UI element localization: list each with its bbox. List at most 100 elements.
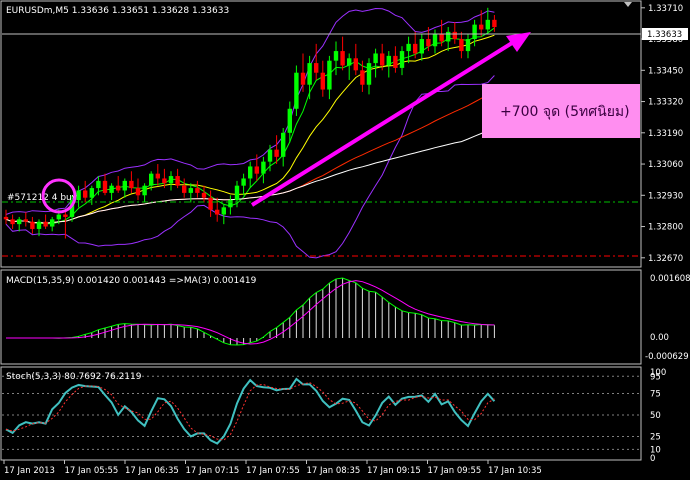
candle-body — [366, 63, 372, 85]
candle-body — [314, 63, 319, 73]
candle-body — [63, 214, 68, 217]
candle-body — [254, 166, 259, 174]
candle-body — [472, 24, 477, 40]
candle-body — [208, 197, 213, 210]
time-tick-label: 17 Jan 06:35 — [125, 466, 179, 476]
candle-body — [294, 72, 299, 109]
candle-body — [56, 214, 61, 220]
price-tick-label: 1.32930 — [648, 191, 683, 201]
candle-body — [116, 185, 121, 191]
price-tick-label: 1.32800 — [648, 223, 683, 233]
stoch-label: Stoch(5,3,3) 80.7692 76.2119 — [6, 372, 142, 382]
candle-body — [327, 60, 332, 90]
candle-body — [69, 200, 75, 217]
candle-body — [333, 51, 339, 61]
stoch-tick-label: 25 — [650, 433, 661, 443]
price-tick-label: 1.33060 — [648, 160, 683, 170]
candle-body — [23, 219, 28, 222]
stoch-tick-label: 10 — [650, 445, 661, 455]
candle-body — [307, 63, 312, 85]
candle-body — [241, 178, 246, 186]
candle-body — [228, 200, 233, 208]
current-price-box — [642, 28, 688, 40]
stoch-tick-label: 0 — [650, 454, 655, 464]
candle-body — [320, 72, 325, 90]
stoch-d-line — [5, 382, 495, 441]
trend-arrowhead — [506, 32, 531, 52]
candle-body — [175, 176, 180, 186]
time-tick-label: 17 Jan 08:35 — [307, 466, 361, 476]
candle-body — [419, 39, 424, 54]
annotation-box — [482, 84, 640, 138]
time-tick-label: 17 Jan 09:15 — [367, 466, 421, 476]
candle-body — [215, 209, 220, 215]
candle-body — [168, 176, 174, 184]
stoch-k-line — [5, 377, 496, 445]
candle-body — [485, 19, 490, 30]
candle-body — [386, 55, 391, 66]
macd-tick-bottom: -0.000629 — [645, 352, 689, 362]
macd-label: MACD(15,35,9) 0.001420 0.001443 =>MA(3) … — [6, 276, 257, 286]
stoch-tick-label: 95 — [650, 372, 661, 382]
candle-body — [10, 219, 15, 225]
candle-body — [201, 192, 207, 198]
candle-body — [149, 173, 154, 186]
candle-body — [17, 219, 22, 225]
candle-body — [234, 185, 240, 201]
candle-body — [96, 180, 101, 189]
price-tick-label: 1.33710 — [648, 4, 683, 14]
candle-body — [373, 53, 378, 64]
stoch-panel[interactable] — [0, 366, 642, 461]
candle-body — [465, 39, 471, 52]
bollinger-upper-line — [5, 7, 495, 215]
candle-body — [360, 70, 365, 85]
candle-body — [129, 180, 134, 189]
candle-body — [3, 216, 9, 220]
candle-body — [195, 188, 200, 193]
candle-body — [248, 166, 253, 179]
time-tick-label: 17 Jan 07:15 — [186, 466, 240, 476]
candle-body — [406, 43, 411, 52]
candle-body — [347, 58, 352, 66]
stoch-tick-label: 50 — [650, 411, 661, 421]
macd-panel[interactable] — [0, 269, 642, 365]
candle-body — [261, 161, 266, 174]
annotation-text: +700 จุด (5ทศนิยม) — [500, 104, 630, 120]
current-price-tag: 1.33633 — [647, 30, 682, 40]
stoch-tick-label: 100 — [650, 368, 666, 378]
chart-title: EURUSDm,M5 1.33636 1.33651 1.33628 1.336… — [6, 6, 229, 16]
time-tick-label: 17 Jan 05:55 — [65, 466, 119, 476]
candle-body — [353, 58, 358, 71]
macd-signal-line — [6, 280, 495, 345]
candle-body — [142, 185, 147, 196]
time-tick-label: 17 Jan 07:55 — [246, 466, 300, 476]
chart-shift-marker[interactable] — [624, 2, 632, 7]
ma-white-line — [5, 127, 495, 224]
candle-body — [135, 188, 141, 196]
ma-yellow-line — [5, 34, 495, 224]
candle-body — [30, 221, 35, 229]
entry-circle — [41, 178, 77, 214]
price-tick-label: 1.33320 — [648, 98, 683, 108]
time-tick-label: 17 Jan 09:55 — [428, 466, 482, 476]
candle-body — [432, 34, 438, 47]
candle-body — [267, 149, 273, 162]
candle-body — [459, 39, 464, 52]
candle-body — [89, 188, 94, 198]
macd-tick-zero: 0.00 — [650, 333, 669, 343]
candle-body — [162, 178, 167, 184]
price-tick-label: 1.32670 — [648, 254, 683, 264]
candle-body — [155, 173, 160, 179]
candle-body — [479, 24, 484, 30]
time-tick-label: 17 Jan 10:35 — [488, 466, 542, 476]
candle-body — [221, 207, 226, 215]
candle-body — [426, 39, 431, 47]
candle-body — [281, 132, 286, 157]
candle-body — [380, 53, 385, 66]
price-tick-label: 1.33190 — [648, 129, 683, 139]
candle-body — [340, 51, 345, 66]
candle-body — [188, 188, 193, 193]
candle-body — [439, 34, 444, 42]
candle-body — [393, 55, 398, 68]
